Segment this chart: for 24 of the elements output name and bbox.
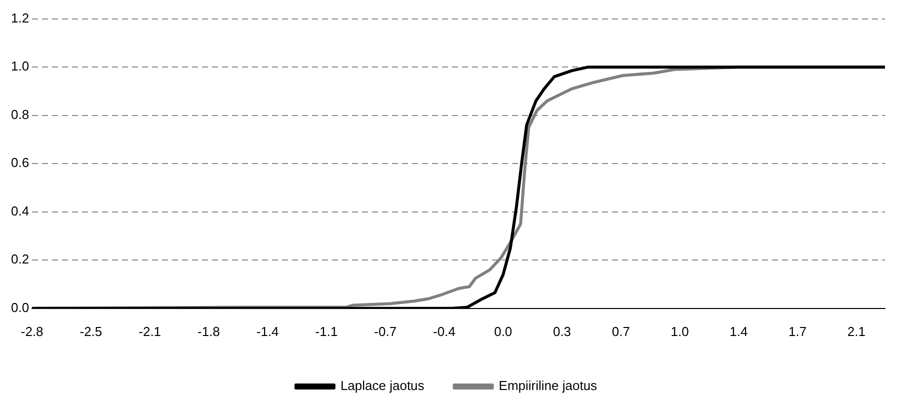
x-tick-label: 0.0 — [494, 324, 512, 339]
y-tick-label: 0.0 — [10, 300, 30, 315]
x-tick-label: 1.0 — [670, 324, 689, 339]
x-tick-label: 0.3 — [552, 324, 572, 339]
y-tick-label: 0.4 — [10, 203, 30, 218]
x-tick-label: -2.8 — [20, 324, 44, 339]
x-tick-label: -1.8 — [198, 324, 220, 339]
x-tick-label: 0.7 — [612, 324, 630, 339]
y-tick-label: 1.2 — [10, 10, 30, 26]
x-tick-label: 1.7 — [788, 324, 807, 339]
y-tick-label: 0.2 — [10, 252, 30, 267]
x-tick-label: 2.1 — [847, 324, 866, 339]
x-tick-label: -2.5 — [80, 324, 102, 339]
x-tick-label: -0.4 — [433, 324, 456, 339]
y-tick-label: 0.6 — [10, 155, 30, 170]
x-tick-label: 1.4 — [730, 324, 748, 339]
x-tick-label: -1.4 — [256, 324, 279, 339]
y-tick-label: 0.8 — [10, 106, 30, 122]
legend-label: Empiiriline jaotus — [498, 378, 598, 394]
y-tick-label: 1.0 — [10, 58, 30, 74]
x-tick-label: -2.1 — [138, 324, 162, 339]
legend-label: Laplace jaotus — [340, 378, 425, 394]
x-tick-label: -0.7 — [374, 324, 397, 339]
x-tick-label: -1.1 — [315, 324, 338, 339]
